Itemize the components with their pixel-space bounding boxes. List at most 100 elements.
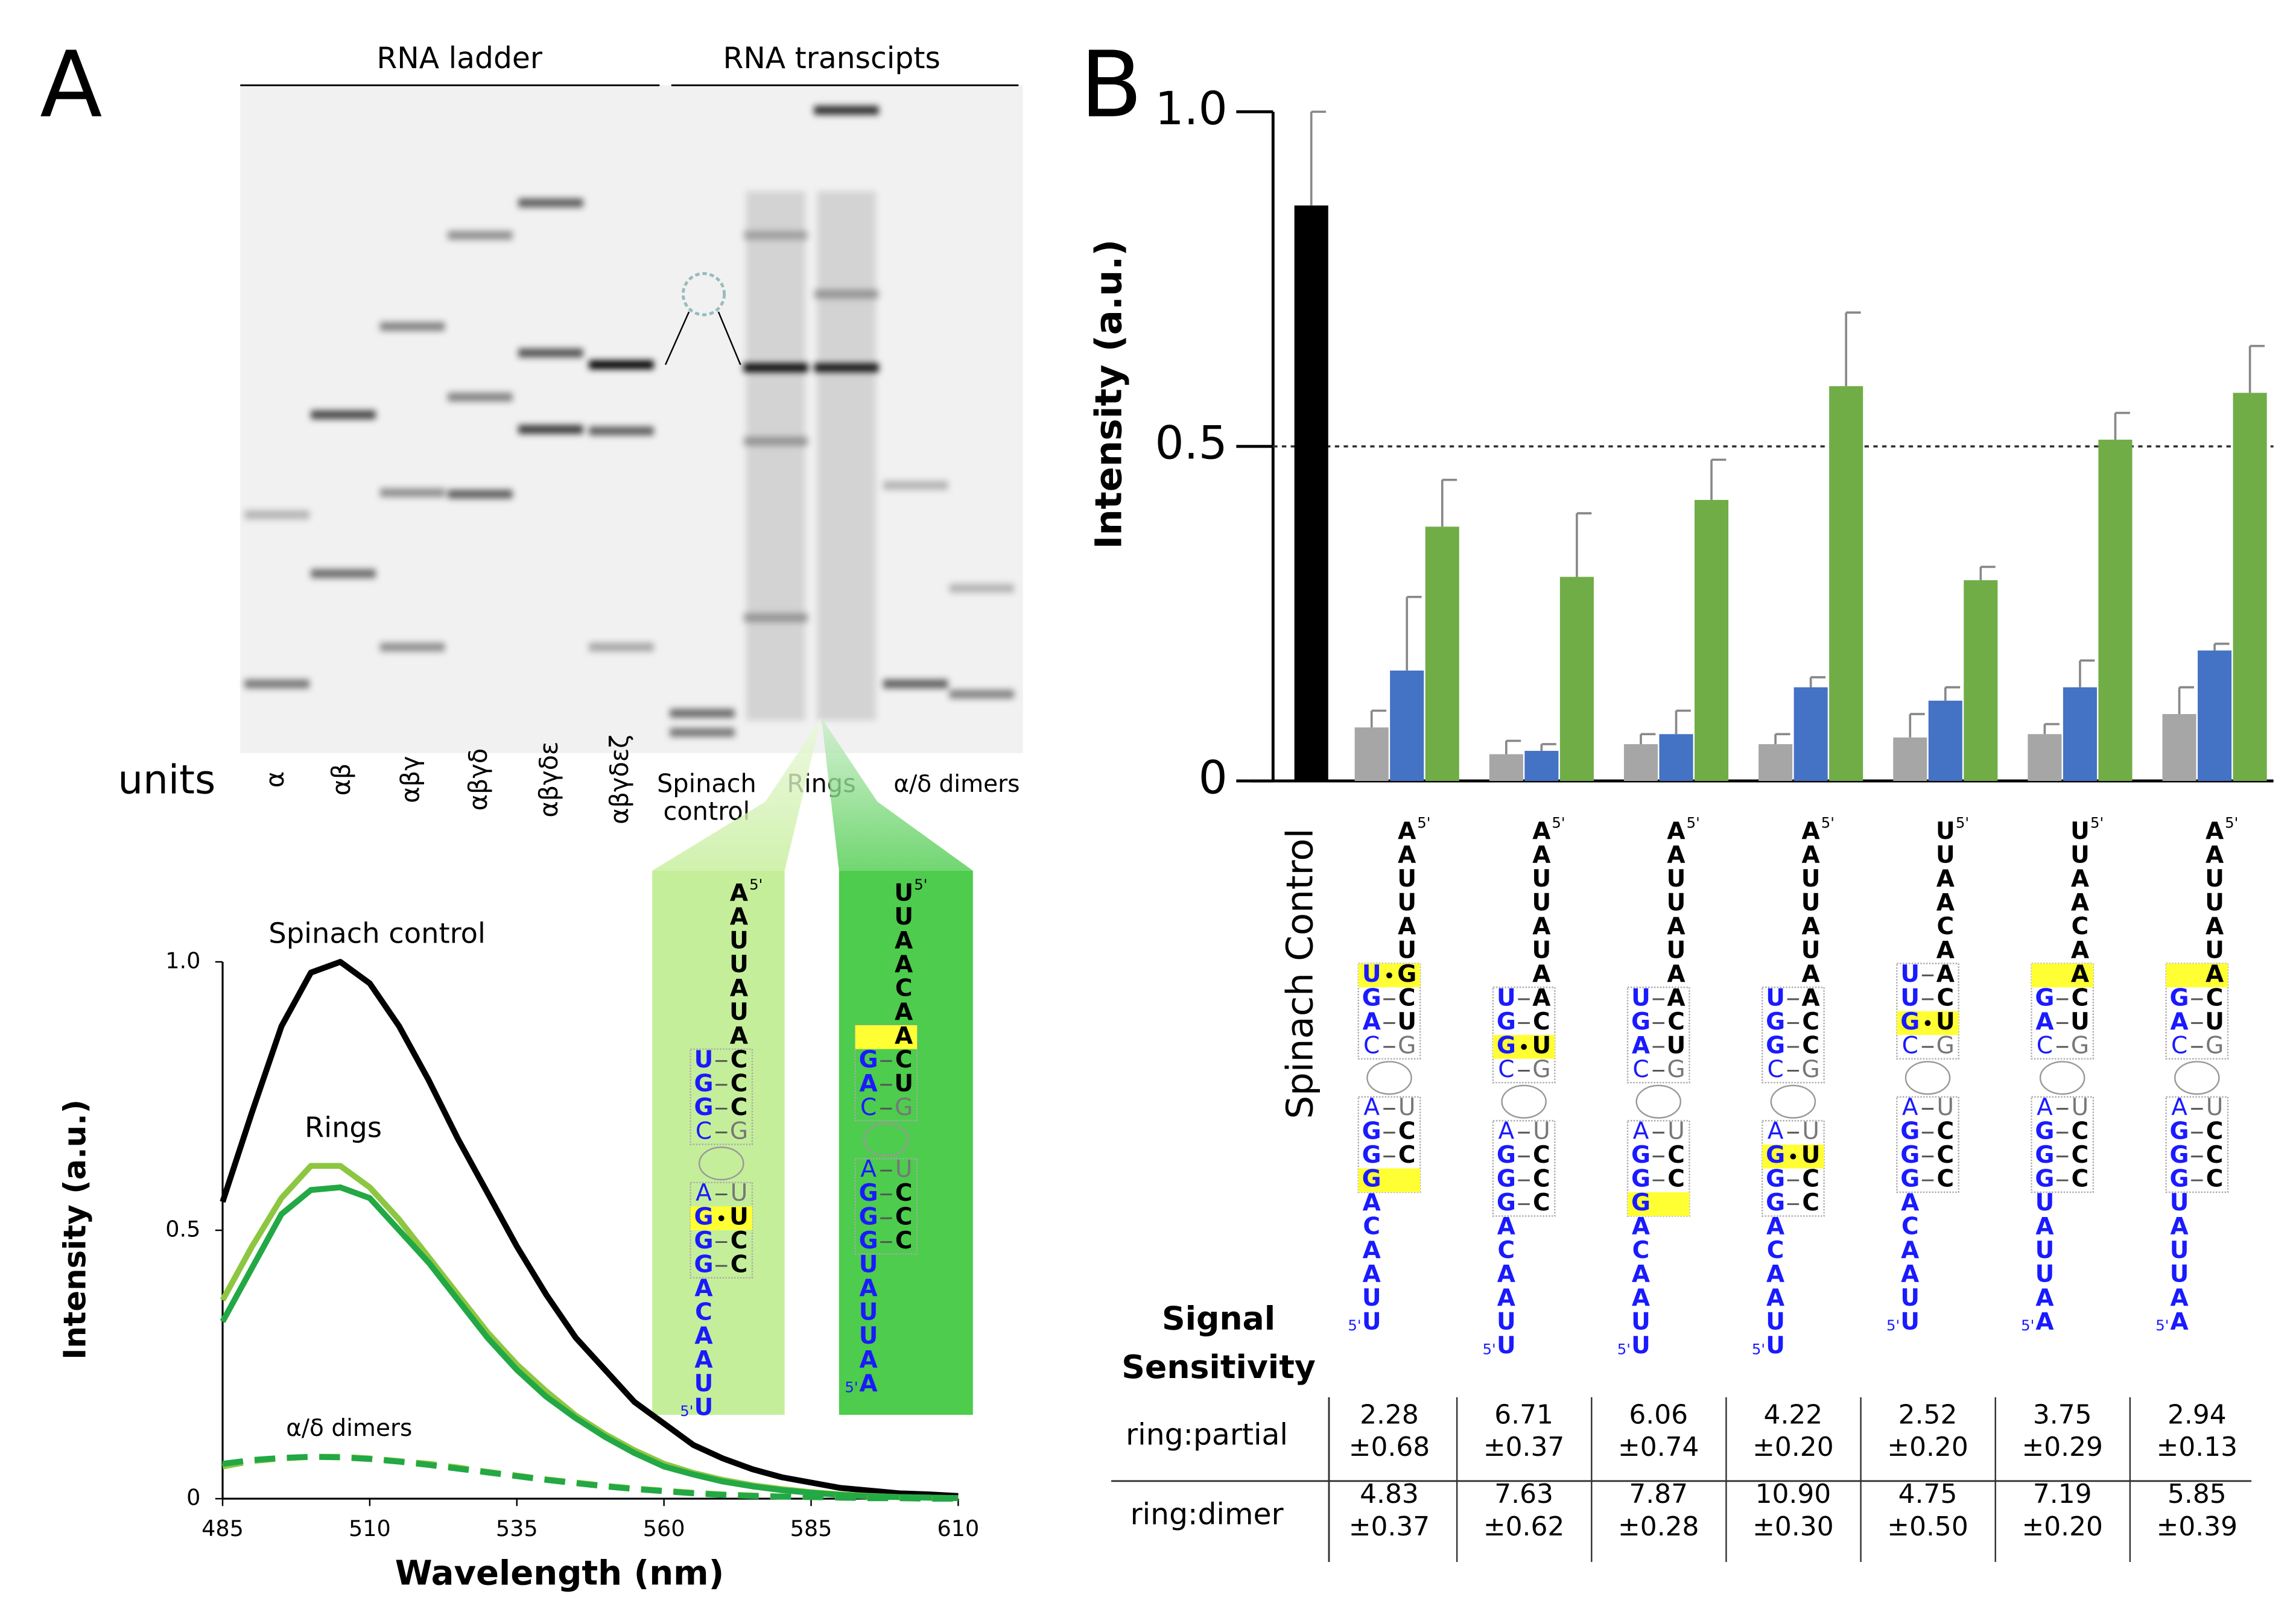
structure-box bbox=[839, 870, 973, 1415]
pair-dot bbox=[718, 1215, 725, 1221]
table-cell: 7.63 bbox=[1494, 1479, 1553, 1509]
base: G bbox=[2206, 1032, 2224, 1059]
base: U bbox=[729, 951, 749, 978]
base: A bbox=[696, 1180, 712, 1207]
stem-box bbox=[2031, 1096, 2095, 1193]
table-header: Signal bbox=[1162, 1300, 1275, 1338]
bar bbox=[1524, 751, 1559, 781]
base: A bbox=[1632, 1285, 1650, 1312]
base: A bbox=[1532, 841, 1550, 868]
base: U bbox=[694, 1370, 714, 1397]
stem-box bbox=[1626, 986, 1690, 1084]
gel-band bbox=[311, 410, 376, 420]
base: U bbox=[2205, 1008, 2224, 1035]
table-cell: ±0.20 bbox=[2022, 1511, 2102, 1542]
loop bbox=[1770, 1084, 1816, 1119]
stem-box bbox=[1357, 1096, 1421, 1193]
base: A bbox=[1532, 818, 1550, 845]
base: U bbox=[694, 1394, 714, 1421]
base: U bbox=[894, 1070, 913, 1097]
gel-band bbox=[379, 322, 445, 331]
base: U bbox=[1362, 1309, 1381, 1336]
bar bbox=[2098, 440, 2133, 781]
base: G bbox=[1900, 1166, 1920, 1193]
base: U bbox=[1631, 1332, 1651, 1359]
table-cell: ±0.50 bbox=[1887, 1511, 1968, 1542]
base: A bbox=[2035, 1309, 2053, 1336]
base: A bbox=[730, 879, 748, 906]
prime-label: 5' bbox=[680, 1402, 693, 1420]
gel-band bbox=[589, 360, 654, 370]
gel-smear bbox=[817, 191, 876, 721]
table-cell: ±0.29 bbox=[2022, 1432, 2102, 1462]
prime-label: 5' bbox=[2090, 814, 2104, 832]
table-cell: ±0.37 bbox=[1349, 1511, 1430, 1542]
base: A bbox=[2206, 913, 2224, 940]
base: U bbox=[2206, 1094, 2224, 1121]
bar bbox=[1623, 744, 1658, 781]
gel-band bbox=[448, 490, 513, 499]
base: G bbox=[2035, 1166, 2054, 1193]
base: U bbox=[1900, 961, 1920, 988]
prime-label: 5' bbox=[2155, 1317, 2169, 1334]
base: C bbox=[895, 975, 913, 1002]
stem-box bbox=[1761, 1120, 1825, 1217]
stem-box bbox=[1626, 1120, 1690, 1217]
base: A bbox=[1667, 913, 1685, 940]
base: U bbox=[1937, 1094, 1955, 1121]
base: U bbox=[1362, 1285, 1381, 1312]
base: A bbox=[1802, 841, 1820, 868]
y-tick-label: 0 bbox=[186, 1485, 200, 1511]
base: U bbox=[2072, 1094, 2089, 1121]
base: A bbox=[1901, 1237, 1919, 1264]
bar bbox=[1964, 580, 1998, 781]
base: A bbox=[2035, 1285, 2053, 1312]
base: U bbox=[1936, 1008, 1955, 1035]
base: C bbox=[1363, 1032, 1380, 1059]
bar bbox=[2198, 650, 2232, 781]
base: A bbox=[1936, 961, 1955, 988]
base: C bbox=[1363, 1213, 1380, 1241]
base: C bbox=[1802, 1189, 1819, 1216]
lane-label: αβ bbox=[327, 763, 356, 796]
stem-box bbox=[1761, 986, 1825, 1084]
bar bbox=[1758, 744, 1793, 781]
table-cell: 4.83 bbox=[1360, 1479, 1419, 1509]
base: U bbox=[2070, 841, 2090, 868]
structure-box bbox=[652, 870, 785, 1415]
highlight bbox=[1628, 1192, 1690, 1216]
base: A bbox=[1902, 1094, 1918, 1121]
base: U bbox=[1667, 1118, 1685, 1145]
prime-label: 5' bbox=[1687, 814, 1700, 832]
base: U bbox=[1397, 889, 1416, 916]
line-series bbox=[222, 1453, 959, 1502]
base: C bbox=[1498, 1056, 1514, 1083]
gel-band bbox=[883, 679, 948, 689]
bar bbox=[1294, 205, 1328, 781]
table-cell: ±0.37 bbox=[1483, 1432, 1564, 1462]
base: G bbox=[1631, 1189, 1651, 1216]
base: G bbox=[2035, 984, 2054, 1011]
base: U bbox=[1900, 984, 1920, 1011]
prime-label: 5' bbox=[914, 876, 927, 893]
bar bbox=[1390, 670, 1424, 781]
base: A bbox=[1632, 1213, 1650, 1241]
base: C bbox=[1936, 1166, 1954, 1193]
x-category-label: Spinach Control bbox=[1279, 828, 1322, 1119]
base: G bbox=[1631, 1166, 1651, 1193]
base: U bbox=[2070, 1008, 2090, 1035]
connector bbox=[664, 311, 690, 365]
table-cell: 6.06 bbox=[1629, 1400, 1688, 1430]
base: C bbox=[1936, 984, 1954, 1011]
gel-band bbox=[379, 642, 445, 652]
table-cell: ±0.39 bbox=[2157, 1511, 2237, 1542]
base: U bbox=[2070, 818, 2090, 845]
lane-label: αβγδ bbox=[464, 748, 493, 811]
y-axis-title: Intensity (a.u.) bbox=[1088, 239, 1131, 549]
base: C bbox=[2072, 913, 2089, 940]
table-cell: ±0.20 bbox=[1752, 1432, 1833, 1462]
base: A bbox=[2170, 1285, 2188, 1312]
units-label: units bbox=[118, 756, 215, 803]
base: G bbox=[1802, 1056, 1820, 1083]
base: C bbox=[1533, 1142, 1550, 1169]
